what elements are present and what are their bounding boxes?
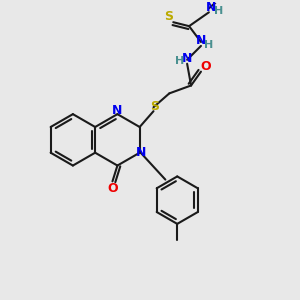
Text: H: H: [204, 40, 214, 50]
Text: N: N: [206, 1, 216, 14]
Text: S: S: [164, 10, 173, 23]
Text: H: H: [175, 56, 184, 66]
Text: O: O: [107, 182, 118, 195]
Text: S: S: [150, 100, 159, 113]
Text: N: N: [182, 52, 192, 65]
Text: N: N: [136, 146, 146, 159]
Text: O: O: [201, 60, 211, 73]
Text: H: H: [214, 6, 224, 16]
Text: N: N: [196, 34, 206, 47]
Text: N: N: [112, 104, 123, 117]
